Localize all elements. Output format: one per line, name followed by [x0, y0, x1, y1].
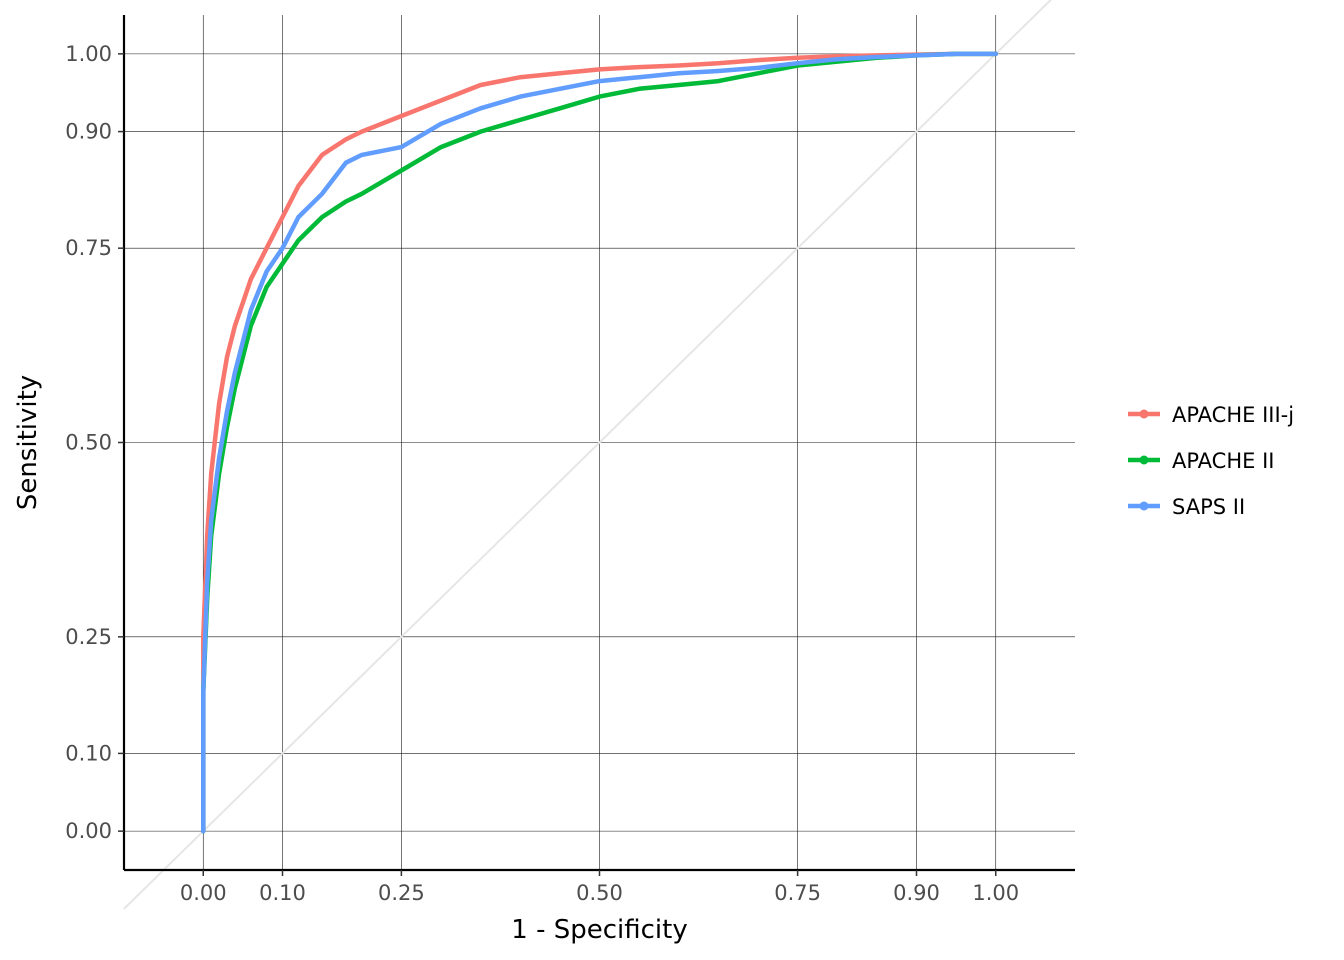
legend-item-2: SAPS II — [1128, 495, 1245, 519]
y-tick-label: 0.75 — [65, 236, 112, 260]
x-tick-label: 0.25 — [378, 881, 425, 905]
reference-diagonal — [123, 0, 1053, 910]
legend-key-dot — [1139, 409, 1149, 419]
x-tick-label: 0.90 — [893, 881, 940, 905]
legend-label: SAPS II — [1172, 495, 1245, 519]
y-tick-label: 0.25 — [65, 625, 112, 649]
y-tick-label: 0.00 — [65, 819, 112, 843]
legend-item-1: APACHE II — [1128, 449, 1274, 473]
x-axis-title: 1 - Specificity — [511, 915, 687, 945]
series-line-0 — [201, 51, 999, 834]
legend-label: APACHE III-j — [1172, 403, 1294, 427]
y-tick-label: 0.50 — [65, 431, 112, 455]
legend-key-dot — [1139, 501, 1149, 511]
legend: APACHE III-j APACHE II SAPS II — [1128, 403, 1294, 519]
legend-key-dot — [1139, 455, 1149, 465]
series-lines — [201, 51, 999, 834]
series-line-1 — [201, 51, 999, 834]
x-tick-label: 0.10 — [259, 881, 306, 905]
legend-item-0: APACHE III-j — [1128, 403, 1294, 427]
legend-label: APACHE II — [1172, 449, 1274, 473]
reference-line — [123, 0, 1053, 910]
series-line-2 — [201, 51, 999, 834]
y-tick-label: 1.00 — [65, 42, 112, 66]
y-axis-title: Sensitivity — [13, 375, 43, 510]
x-tick-label: 0.50 — [576, 881, 623, 905]
x-tick-label: 0.00 — [180, 881, 227, 905]
x-tick-label: 0.75 — [774, 881, 821, 905]
y-tick-label: 0.90 — [65, 120, 112, 144]
tick-labels: 0.00 0.10 0.25 0.50 0.75 0.90 1.00 0.00 0.10 0.25… — [65, 42, 1019, 905]
y-tick-label: 0.10 — [65, 741, 112, 765]
x-tick-label: 1.00 — [972, 881, 1019, 905]
